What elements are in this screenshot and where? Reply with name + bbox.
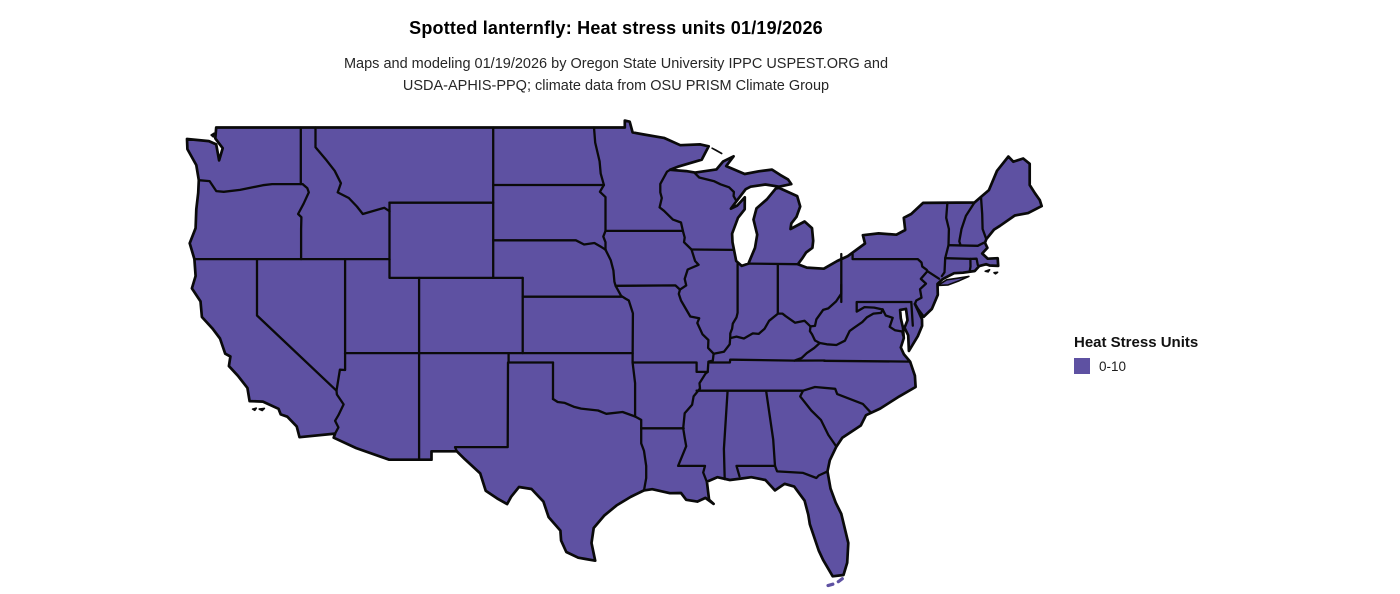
state-border <box>910 300 914 327</box>
state-border <box>979 195 988 241</box>
state-border <box>851 252 929 273</box>
page-title: Spotted lanternfly: Heat stress units 01… <box>409 18 823 38</box>
state-border <box>712 283 843 355</box>
state-border <box>255 257 345 435</box>
state-border <box>633 415 648 492</box>
header: Spotted lanternfly: Heat stress units 01… <box>0 18 1232 97</box>
state-border <box>614 284 682 291</box>
state-border <box>735 464 829 480</box>
state-border <box>658 168 715 483</box>
island <box>993 271 999 275</box>
state-border <box>968 257 972 274</box>
state-border <box>747 262 800 266</box>
island <box>937 275 970 287</box>
state-border <box>197 179 304 193</box>
subtitle-line-2: USDA-APHIS-PPQ; climate data from OSU PR… <box>402 78 830 94</box>
state-border <box>926 270 941 280</box>
state-border <box>693 172 738 203</box>
state-border <box>822 359 912 363</box>
state-border <box>913 270 929 306</box>
florida-keys <box>820 577 844 589</box>
state-border <box>388 257 524 280</box>
state-border <box>729 262 739 340</box>
state-border <box>551 397 637 418</box>
state-border <box>492 239 607 251</box>
island <box>711 147 723 155</box>
state-border <box>818 308 884 347</box>
conus-outline <box>185 119 1044 578</box>
page-subtitle: Maps and modeling 01/19/2026 by Oregon S… <box>0 53 1232 97</box>
state-border <box>708 358 826 364</box>
state-border <box>799 389 838 448</box>
legend-swatch <box>1074 358 1090 374</box>
island <box>258 407 266 412</box>
state-border <box>631 361 709 374</box>
state-border <box>855 300 913 313</box>
state-border <box>881 308 905 337</box>
state-border <box>944 257 979 267</box>
state-border <box>592 126 606 187</box>
state-border <box>604 248 635 364</box>
legend-item: 0-10 <box>1074 358 1198 374</box>
island <box>251 407 258 412</box>
legend-title: Heat Stress Units <box>1074 334 1199 351</box>
state-border <box>722 389 729 481</box>
island <box>984 269 991 273</box>
state-border <box>335 351 347 392</box>
state-border <box>958 201 976 247</box>
legend: Heat Stress Units 0-10 <box>1074 334 1198 374</box>
state-border <box>947 241 985 247</box>
subtitle-line-1: Maps and modeling 01/19/2026 by Oregon S… <box>343 56 889 72</box>
state-border <box>296 182 310 261</box>
state-border <box>453 361 510 453</box>
state-border <box>631 361 637 418</box>
state-border <box>764 389 777 468</box>
legend-item-label: 0-10 <box>1099 358 1127 374</box>
island <box>210 132 215 138</box>
state-border <box>314 126 391 216</box>
